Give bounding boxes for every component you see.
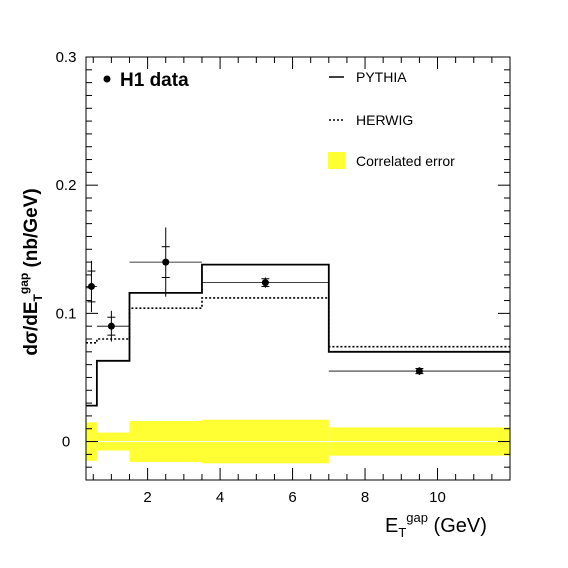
x-axis-label-main: E (385, 515, 398, 537)
data-point (261, 279, 269, 287)
y-tick-label: 0.1 (56, 305, 77, 322)
legend-data-marker (103, 75, 111, 83)
y-axis-label-unit: (nb/GeV) (21, 188, 42, 272)
pythia-histogram (86, 263, 510, 407)
x-tick-label: 2 (143, 489, 151, 506)
y-axis-label: dσ/dETgap (nb/GeV) (17, 188, 45, 355)
y-tick-label: 0.3 (56, 49, 77, 66)
y-axis-label-sub: T (31, 293, 45, 301)
data-point (162, 258, 170, 266)
data-point (87, 282, 95, 290)
x-axis-label: ETgap (GeV) (385, 510, 487, 540)
y-axis-label-sup: gap (17, 273, 31, 294)
y-tick-label: 0 (62, 434, 70, 451)
y-axis-label-main: dσ/dE (21, 301, 42, 355)
legend-error-swatch (328, 152, 345, 169)
plot-frame (85, 56, 511, 481)
data-points-layer (86, 227, 510, 375)
error-band-layer (86, 419, 510, 464)
histogram-layer (86, 263, 510, 407)
herwig-histogram (86, 297, 510, 348)
y-tick-label: 0.2 (56, 177, 77, 194)
axes-frame (85, 56, 511, 481)
x-tick-label: 8 (361, 489, 369, 506)
legend-herwig-label: HERWIG (356, 112, 413, 128)
tick-marks: 0 0.1 0.2 0.3 2 4 6 8 10 (56, 49, 511, 506)
data-point (415, 367, 423, 375)
legend-pythia-label: PYTHIA (356, 69, 407, 85)
x-axis-label-sub: T (398, 525, 406, 540)
legend: H1 data PYTHIA HERWIG Correlated error (103, 69, 455, 169)
x-axis-label-sup: gap (406, 510, 428, 525)
y-axis-label-group: dσ/dETgap (nb/GeV) (17, 188, 45, 355)
data-point (107, 322, 115, 330)
x-tick-label: 4 (216, 489, 224, 506)
legend-data-label: H1 data (120, 70, 189, 91)
legend-error-label: Correlated error (356, 153, 455, 169)
x-tick-label: 6 (288, 489, 296, 506)
x-tick-label: 10 (429, 489, 446, 506)
x-axis-label-unit: (GeV) (428, 515, 487, 537)
